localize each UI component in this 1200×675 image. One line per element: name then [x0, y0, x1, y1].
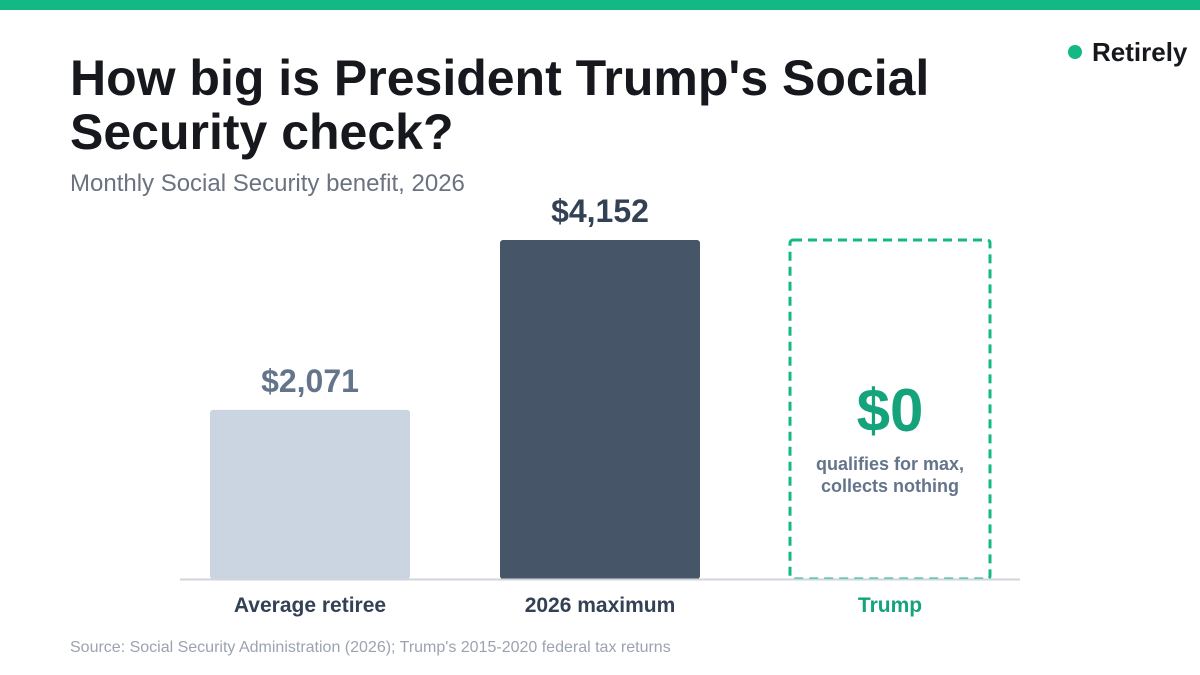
bar	[210, 409, 410, 579]
bar	[500, 240, 700, 579]
bar-value-label: $4,152	[551, 193, 649, 229]
chart-title: How big is President Trump's Social Secu…	[70, 50, 930, 160]
bar-value-label: $0	[857, 377, 924, 444]
highlight-note-line: collects nothing	[821, 476, 959, 496]
bar-value-label: $2,071	[261, 363, 359, 399]
highlight-note-line: qualifies for max,	[816, 454, 964, 474]
brand-name: Retirely	[1092, 37, 1188, 67]
brand-dot-icon	[1068, 45, 1082, 59]
brand-logo: Retirely	[1068, 36, 1187, 68]
category-label: Trump	[858, 594, 922, 617]
category-label: 2026 maximum	[525, 594, 676, 617]
source-note: Source: Social Security Administration (…	[70, 639, 671, 656]
category-label: Average retiree	[234, 594, 386, 617]
top-accent-bar	[0, 0, 1200, 10]
chart-subtitle: Monthly Social Security benefit, 2026	[70, 170, 465, 197]
